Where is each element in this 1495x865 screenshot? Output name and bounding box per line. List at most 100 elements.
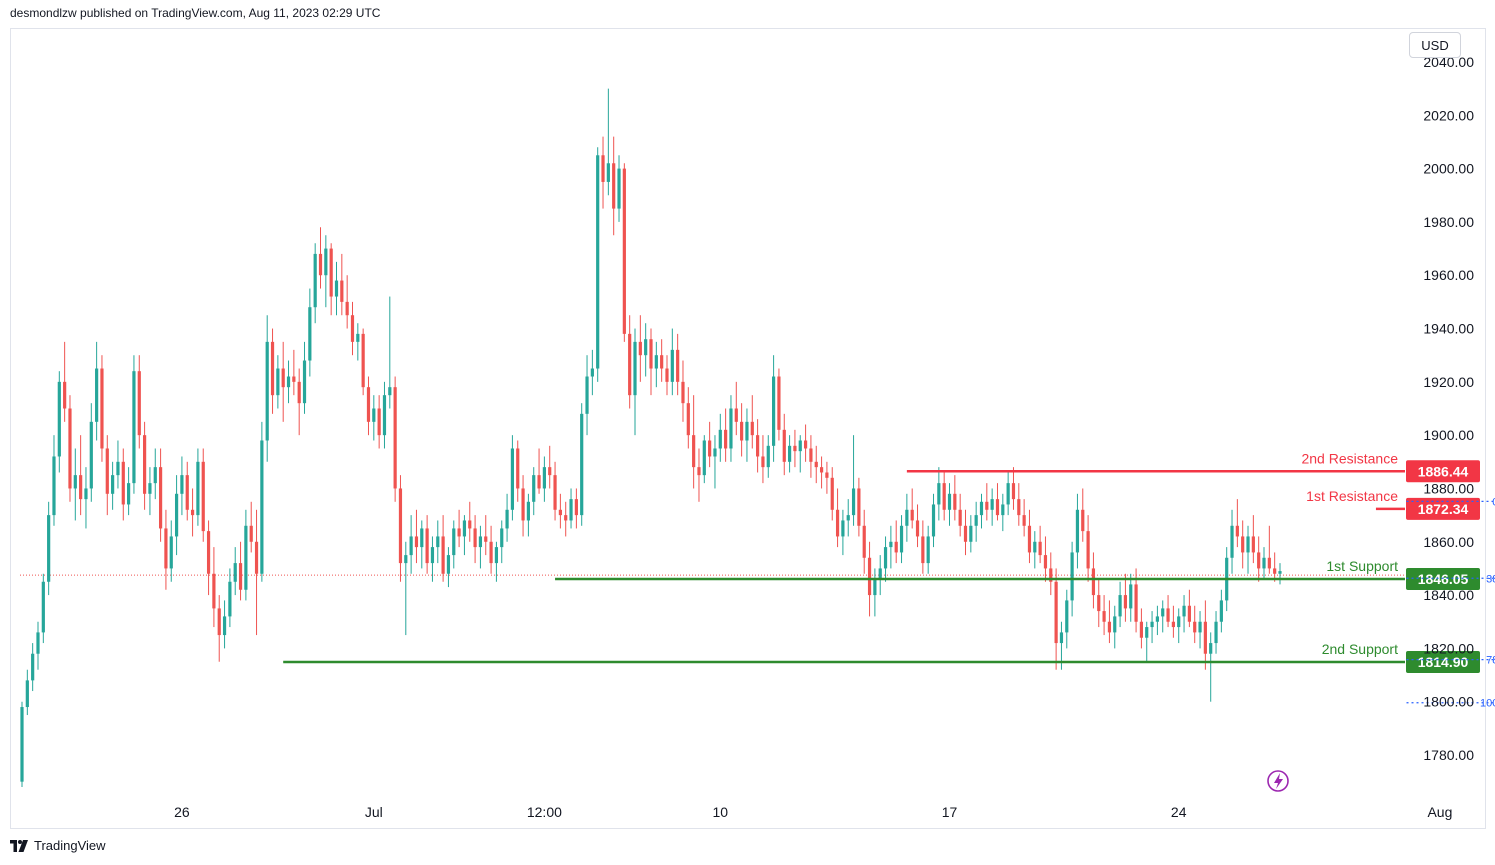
fib-label: 100.00%(1799.62) — [1480, 698, 1495, 710]
candle-body — [1187, 605, 1191, 622]
candle-body — [1177, 616, 1181, 628]
candle — [1209, 632, 1213, 702]
candle — [68, 395, 72, 502]
currency-button[interactable]: USD — [1409, 32, 1461, 58]
candle-body — [521, 488, 525, 521]
candle — [1086, 515, 1090, 582]
candle-body — [633, 341, 637, 396]
candle — [233, 547, 237, 596]
candle — [1203, 600, 1207, 670]
candle — [318, 227, 323, 289]
candle-body — [963, 525, 968, 542]
candle — [1257, 536, 1261, 582]
candle-body — [1145, 627, 1149, 638]
candle-body — [324, 248, 328, 276]
candle — [366, 376, 371, 436]
candle-body — [180, 475, 184, 494]
candle — [670, 328, 674, 396]
candle-body — [686, 403, 690, 436]
candle — [649, 328, 653, 396]
candle — [1187, 589, 1191, 628]
candle-body — [20, 707, 24, 782]
candle-body — [644, 339, 648, 356]
lightning-icon[interactable] — [1267, 770, 1289, 792]
candle — [937, 467, 941, 521]
candle — [1161, 600, 1165, 633]
candle — [1278, 563, 1282, 585]
candle — [606, 88, 610, 196]
1st-support-level: 1st Support 1846.05 — [555, 558, 1480, 590]
candle — [841, 509, 845, 556]
candle-body — [654, 355, 658, 369]
candle-body — [564, 515, 568, 521]
time-tick-label: 12:00 — [527, 804, 562, 820]
candle — [345, 275, 349, 329]
candle — [489, 525, 493, 574]
candle-body — [270, 341, 275, 396]
candle — [985, 483, 989, 521]
candle-body — [803, 440, 808, 449]
candle — [1081, 488, 1085, 542]
candle — [478, 525, 483, 569]
candle — [1054, 568, 1058, 670]
candle — [905, 493, 909, 542]
candle — [686, 387, 690, 449]
candle — [494, 541, 499, 582]
time-tick-label: Jul — [365, 804, 383, 820]
candle — [793, 429, 797, 468]
candle-body — [36, 632, 40, 654]
candle — [878, 555, 882, 596]
candle — [372, 395, 376, 441]
footer-brand: TradingView — [10, 838, 106, 853]
candle-body — [601, 155, 605, 182]
candle — [894, 520, 898, 564]
candle-body — [89, 421, 93, 489]
2nd-resistance-label: 2nd Resistance — [1301, 450, 1398, 466]
candle-body — [526, 501, 530, 521]
candle — [585, 355, 589, 436]
candle — [622, 163, 626, 342]
candle — [425, 515, 429, 574]
candle-body — [446, 555, 451, 574]
candle-body — [105, 448, 109, 494]
candle-body — [979, 501, 984, 516]
candle — [1171, 605, 1175, 638]
candle-body — [841, 520, 845, 537]
candle — [569, 488, 573, 529]
candle-body — [548, 467, 552, 476]
price-tick-label: 1980.00 — [1423, 214, 1474, 230]
candle — [206, 520, 211, 596]
candle-body — [1251, 536, 1255, 553]
candle-body — [217, 608, 221, 636]
candle-body — [132, 371, 136, 484]
1st-resistance-price-tag-text: 1872.34 — [1418, 501, 1469, 517]
candle-body — [100, 368, 104, 449]
candle-body — [1017, 499, 1021, 516]
candle-body — [1209, 643, 1213, 654]
candle — [414, 509, 419, 564]
price-tick-label: 1780.00 — [1423, 747, 1474, 763]
candle — [265, 315, 269, 462]
candle — [105, 435, 109, 516]
candle — [260, 421, 264, 582]
candle-body — [238, 563, 243, 590]
candle-body — [430, 547, 435, 564]
candle-body — [95, 368, 99, 422]
candle-body — [729, 408, 733, 449]
candle — [1049, 552, 1053, 596]
candle — [244, 509, 248, 601]
2nd-support-label: 2nd Support — [1322, 641, 1398, 657]
candle-body — [1241, 536, 1245, 553]
candle-body — [1203, 621, 1207, 654]
candle — [436, 520, 440, 564]
candle-body — [777, 376, 781, 430]
candle-body — [185, 475, 189, 510]
candle-body — [121, 461, 125, 505]
candle-body — [889, 541, 893, 548]
candle — [814, 445, 818, 484]
candle-body — [329, 248, 333, 297]
candle-body — [926, 536, 930, 564]
candle-body — [905, 509, 909, 526]
candle — [1006, 472, 1010, 516]
